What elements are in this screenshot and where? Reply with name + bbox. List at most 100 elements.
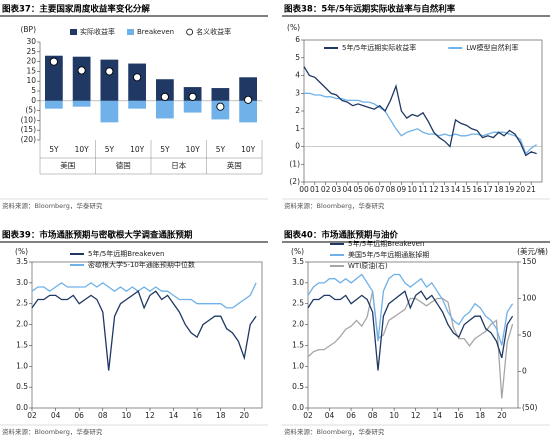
x-tick-label: 16	[454, 411, 464, 420]
y-tick-label: 2	[295, 106, 300, 115]
x-tick-label: 18	[494, 185, 504, 194]
y-tick-label: 6	[295, 35, 300, 44]
x-tick-label: 17	[483, 185, 493, 194]
x-tick-label: 15	[461, 185, 471, 194]
marker	[188, 92, 197, 101]
x-tick-label: 06	[364, 185, 374, 194]
x-tick-label: 10Y	[75, 145, 90, 154]
x-tick-label: 04	[51, 411, 61, 420]
x-tick-label: 10	[389, 411, 399, 420]
series-line	[31, 282, 257, 309]
x-tick-label: 16	[192, 411, 202, 420]
x-tick-label: 00	[299, 185, 309, 194]
x-tick-label: 09	[397, 185, 407, 194]
series-line	[307, 291, 514, 399]
y-axis-label: (BP)	[20, 25, 36, 34]
y-tick-label: 20	[26, 57, 36, 66]
y-tick-label: 0.5	[16, 382, 28, 391]
group-label: 美国	[60, 160, 75, 170]
x-tick-label: 03	[332, 185, 342, 194]
y-tick-label: 3.5	[292, 257, 304, 266]
y-tick-label: 30	[26, 37, 36, 46]
series-line	[307, 273, 514, 346]
series-line	[304, 92, 537, 155]
y-tick-label: 50	[522, 330, 532, 339]
bar	[183, 100, 202, 113]
marker	[77, 66, 86, 75]
y-tick-label: 1.5	[16, 340, 28, 349]
bar	[100, 59, 119, 101]
marker	[216, 102, 225, 111]
x-tick-label: 02	[321, 185, 331, 194]
y-tick-label: 100	[522, 294, 537, 303]
legend-label: 实际收益率	[80, 27, 115, 36]
x-tick-label: 18	[476, 411, 486, 420]
x-tick-label: 14	[432, 411, 442, 420]
legend-label: WTI原油(右)	[348, 261, 388, 270]
x-tick-label: 10Y	[186, 145, 201, 154]
marker	[160, 92, 169, 101]
y-tick-label: 0	[295, 142, 300, 151]
x-tick-label: 10Y	[130, 145, 145, 154]
x-tick-label: 20	[516, 185, 526, 194]
group-label: 日本	[171, 160, 186, 170]
bar	[100, 100, 119, 123]
x-tick-label: 16	[472, 185, 482, 194]
y-tick-label: 0.5	[292, 382, 304, 391]
x-tick-label: 14	[169, 411, 179, 420]
x-tick-label: 10	[122, 411, 132, 420]
legend-label: 美国5年/5年远期通胀掉期	[348, 250, 429, 259]
x-tick-label: 14	[451, 185, 461, 194]
y-tick-label: (15)	[21, 125, 36, 134]
y-tick-label: 150	[522, 257, 537, 266]
x-tick-label: 20	[240, 411, 250, 420]
chart-title: 图表40：市场通胀预期与油价	[284, 230, 398, 241]
y-tick-label: 2.5	[16, 299, 28, 308]
y-tick-label: (5)	[25, 106, 36, 115]
y2-axis-label: (美元/桶)	[517, 246, 548, 256]
y-tick-label: 1	[295, 124, 300, 133]
y-tick-label: 25	[26, 47, 36, 56]
x-tick-label: 20	[497, 411, 507, 420]
y-axis-label: (%)	[15, 247, 28, 256]
bar	[128, 63, 147, 101]
marker	[105, 67, 114, 76]
x-tick-label: 5Y	[216, 145, 226, 154]
x-tick-label: 11	[418, 185, 428, 194]
y-tick-label: 0.0	[292, 403, 304, 412]
bar	[155, 79, 174, 101]
marker	[244, 95, 253, 104]
x-tick-label: 12	[145, 411, 155, 420]
chart-title: 图表38：5年/5年远期实际收益率与自然利率	[284, 4, 456, 15]
x-tick-label: 05	[353, 185, 363, 194]
y-tick-label: 0	[31, 96, 36, 105]
y-tick-label: 5	[295, 53, 300, 62]
y-tick-label: 1.0	[292, 361, 304, 370]
bar	[44, 55, 63, 101]
marker	[133, 73, 142, 82]
bar	[128, 100, 147, 109]
x-tick-label: 08	[368, 411, 378, 420]
plot-frame	[303, 39, 543, 183]
group-label: 英国	[227, 160, 242, 170]
y-tick-label: 3.5	[16, 257, 28, 266]
y-tick-label: 2.0	[292, 320, 304, 329]
y-axis-label: (%)	[287, 23, 300, 32]
x-tick-label: 5Y	[160, 145, 170, 154]
y-tick-label: (10)	[21, 115, 36, 124]
legend-label: 密歇根大学5-10年通胀预期中位数	[88, 260, 195, 269]
x-tick-label: 04	[342, 185, 352, 194]
y-tick-label: 1.5	[292, 340, 304, 349]
y-tick-label: 4	[295, 71, 300, 80]
legend-label: Breakeven	[137, 28, 174, 36]
y-tick-label: (2)	[289, 177, 300, 186]
x-tick-label: 07	[375, 185, 385, 194]
x-tick-label: 5Y	[49, 145, 59, 154]
y-tick-label: (50)	[522, 403, 537, 412]
source-note: 资料来源：Bloomberg，华泰研究	[284, 427, 385, 436]
y-tick-label: 2.0	[16, 320, 28, 329]
x-tick-label: 13	[440, 185, 450, 194]
bar	[239, 77, 258, 101]
y-tick-label: (1)	[289, 159, 300, 168]
